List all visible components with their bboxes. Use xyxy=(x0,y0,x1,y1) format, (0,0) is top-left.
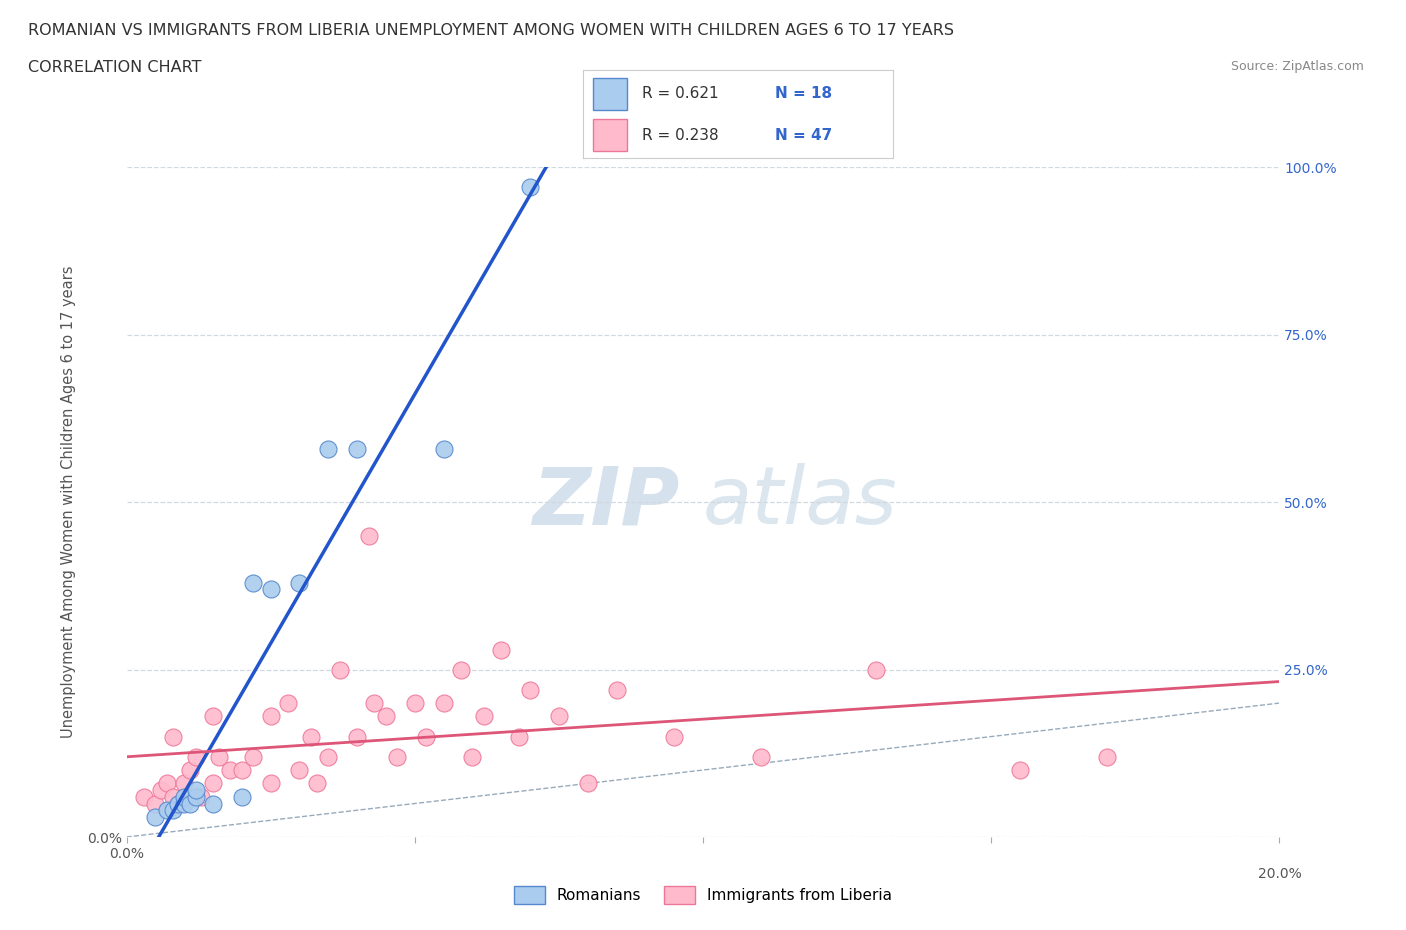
Point xyxy=(433,441,456,456)
Point xyxy=(433,696,456,711)
Point xyxy=(318,750,340,764)
Point xyxy=(184,750,207,764)
Point xyxy=(519,180,541,195)
Point xyxy=(472,709,495,724)
Point xyxy=(415,729,437,744)
Point xyxy=(202,776,225,790)
Point xyxy=(242,575,264,590)
Bar xyxy=(593,78,627,110)
Point xyxy=(202,796,225,811)
Point xyxy=(231,790,253,804)
Point xyxy=(288,763,311,777)
Point xyxy=(374,709,398,724)
Point xyxy=(132,790,155,804)
Legend: Romanians, Immigrants from Liberia: Romanians, Immigrants from Liberia xyxy=(508,880,898,910)
Point xyxy=(173,776,195,790)
Point xyxy=(179,796,201,811)
Point xyxy=(190,790,212,804)
Point xyxy=(259,709,281,724)
Point xyxy=(318,441,340,456)
Point xyxy=(519,683,541,698)
Point xyxy=(461,750,484,764)
Bar xyxy=(593,119,627,151)
Point xyxy=(173,790,195,804)
Point xyxy=(346,441,368,456)
Point xyxy=(605,683,627,698)
Text: ZIP: ZIP xyxy=(533,463,681,541)
Point xyxy=(150,783,173,798)
Point xyxy=(489,642,512,657)
Text: N = 18: N = 18 xyxy=(775,86,832,101)
Point xyxy=(749,750,772,764)
Point xyxy=(208,750,231,764)
Point xyxy=(231,763,253,777)
Point xyxy=(865,662,887,677)
Point xyxy=(156,803,179,817)
Point xyxy=(184,790,207,804)
Point xyxy=(357,528,380,543)
Point xyxy=(259,776,281,790)
Point xyxy=(664,729,686,744)
Point xyxy=(167,796,190,811)
Point xyxy=(576,776,599,790)
Point xyxy=(277,696,299,711)
Text: Source: ZipAtlas.com: Source: ZipAtlas.com xyxy=(1230,60,1364,73)
Point xyxy=(450,662,472,677)
Point xyxy=(404,696,426,711)
Point xyxy=(259,582,281,597)
Point xyxy=(167,796,190,811)
Point xyxy=(508,729,530,744)
Point xyxy=(305,776,328,790)
Text: N = 47: N = 47 xyxy=(775,127,832,142)
Text: R = 0.238: R = 0.238 xyxy=(643,127,718,142)
Point xyxy=(363,696,385,711)
Point xyxy=(299,729,322,744)
Point xyxy=(145,796,166,811)
Point xyxy=(162,729,184,744)
Point xyxy=(548,709,571,724)
Point xyxy=(162,803,184,817)
Point xyxy=(1095,750,1118,764)
Point xyxy=(1008,763,1031,777)
Point xyxy=(329,662,352,677)
Point xyxy=(219,763,242,777)
Point xyxy=(145,809,166,824)
Text: atlas: atlas xyxy=(703,463,898,541)
Point xyxy=(162,790,184,804)
Point xyxy=(242,750,264,764)
Point xyxy=(156,776,179,790)
Point xyxy=(173,796,195,811)
Point xyxy=(202,709,225,724)
Text: 20.0%: 20.0% xyxy=(1257,867,1302,881)
Y-axis label: Unemployment Among Women with Children Ages 6 to 17 years: Unemployment Among Women with Children A… xyxy=(60,266,76,738)
Text: CORRELATION CHART: CORRELATION CHART xyxy=(28,60,201,75)
Point xyxy=(184,783,207,798)
Point xyxy=(288,575,311,590)
Text: ROMANIAN VS IMMIGRANTS FROM LIBERIA UNEMPLOYMENT AMONG WOMEN WITH CHILDREN AGES : ROMANIAN VS IMMIGRANTS FROM LIBERIA UNEM… xyxy=(28,23,955,38)
Point xyxy=(346,729,368,744)
Text: R = 0.621: R = 0.621 xyxy=(643,86,718,101)
Point xyxy=(179,763,201,777)
Point xyxy=(387,750,409,764)
